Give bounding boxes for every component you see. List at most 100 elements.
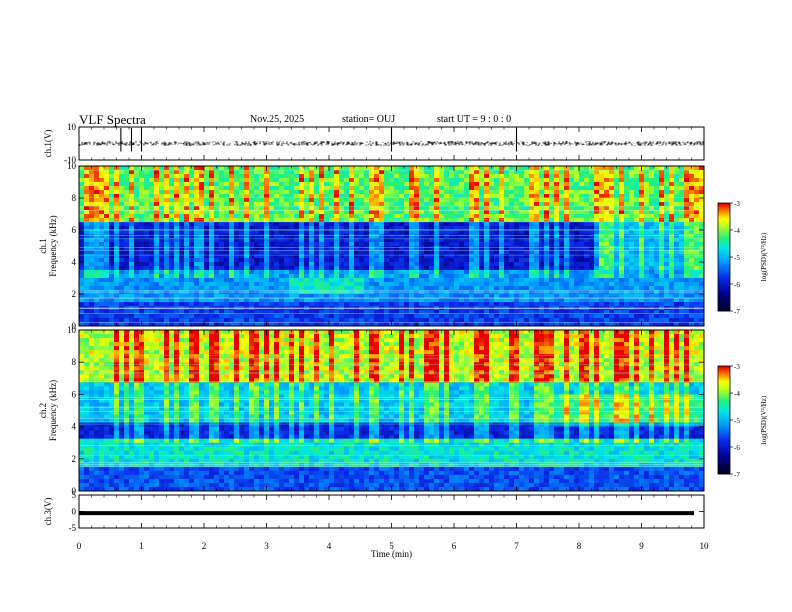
spectrogram-cell: [399, 198, 405, 203]
spectrogram-cell: [419, 234, 425, 239]
spectrogram-cell: [524, 206, 530, 211]
spectrogram-cell: [684, 298, 690, 303]
spectrogram-cell: [634, 262, 640, 267]
spectrogram-cell: [79, 270, 85, 275]
spectrogram-cell: [464, 314, 470, 319]
spectrogram-cell: [79, 238, 85, 243]
spectrogram-cell: [289, 214, 295, 219]
spectrogram-cell: [114, 230, 120, 235]
spectrogram-cell: [569, 218, 575, 223]
spectrogram-cell: [589, 254, 595, 259]
spectrogram-cell: [639, 222, 645, 227]
spectrogram-cell: [574, 210, 580, 215]
spectrogram-cell: [359, 302, 365, 307]
spectrogram-cell: [209, 170, 215, 175]
spectrogram-cell: [104, 226, 110, 231]
spectrogram-cell: [269, 314, 275, 319]
spectrogram-cell: [619, 214, 625, 219]
spectrogram-cell: [344, 270, 350, 275]
spectrogram-cell: [229, 274, 235, 279]
spectrogram-cell: [374, 202, 380, 207]
spectrogram-cell: [614, 210, 620, 215]
spectrogram-cell: [629, 222, 635, 227]
spectrogram-cell: [244, 242, 250, 247]
spectrogram-cell: [264, 286, 270, 291]
spectrogram-cell: [79, 178, 85, 183]
spectrogram-cell: [299, 230, 305, 235]
spectrogram-cell: [584, 266, 590, 271]
spectrogram-cell: [564, 202, 570, 207]
spectrogram-cell: [254, 246, 260, 251]
spectrogram-cell: [459, 210, 465, 215]
spectrogram-cell: [199, 174, 205, 179]
spectrogram-cell: [514, 218, 520, 223]
spectrogram-cell: [309, 230, 315, 235]
spectrogram-cell: [229, 194, 235, 199]
spectrogram-cell: [194, 226, 200, 231]
spectrogram-cell: [239, 282, 245, 287]
spectrogram-cell: [279, 174, 285, 179]
spectrogram-cell: [234, 262, 240, 267]
spectrogram-cell: [604, 298, 610, 303]
spectrogram-cell: [424, 226, 430, 231]
spectrogram-cell: [369, 254, 375, 259]
spectrogram-cell: [259, 254, 265, 259]
spectrogram-cell: [544, 282, 550, 287]
spectrogram-cell: [449, 310, 455, 315]
spectrogram-cell: [224, 194, 230, 199]
spectrogram-cell: [654, 218, 660, 223]
spectrogram-cell: [404, 286, 410, 291]
spectrogram-cell: [104, 306, 110, 311]
spectrogram-cell: [289, 302, 295, 307]
spectrogram-cell: [534, 186, 540, 191]
spectrogram-cell: [644, 266, 650, 271]
spectrogram-cell: [194, 186, 200, 191]
spectrogram-cell: [419, 318, 425, 323]
spectrogram-cell: [629, 262, 635, 267]
spectrogram-cell: [154, 190, 160, 195]
spectrogram-cell: [139, 186, 145, 191]
spectrogram-cell: [574, 318, 580, 323]
spectrogram-cell: [389, 250, 395, 255]
spectrogram-cell: [119, 278, 125, 283]
spectrogram-cell: [319, 250, 325, 255]
spectrogram-cell: [584, 174, 590, 179]
spectrogram-cell: [304, 202, 310, 207]
spectrogram-cell: [244, 206, 250, 211]
spectrogram-cell: [114, 318, 120, 323]
spectrogram-cell: [589, 170, 595, 175]
spectrogram-cell: [194, 166, 200, 171]
spectrogram-cell: [404, 298, 410, 303]
spectrogram-cell: [544, 298, 550, 303]
spectrogram-cell: [624, 166, 630, 171]
spectrogram-cell: [274, 234, 280, 239]
spectrogram-cell: [309, 322, 315, 327]
spectrogram-cell: [154, 278, 160, 283]
spectrogram-cell: [609, 322, 615, 327]
spectrogram-cell: [454, 310, 460, 315]
spectrogram-cell: [344, 178, 350, 183]
spectrogram-cell: [444, 298, 450, 303]
spectrogram-cell: [79, 174, 85, 179]
spectrogram-cell: [459, 238, 465, 243]
spectrogram-cell: [404, 310, 410, 315]
spectrogram-cell: [679, 222, 685, 227]
spectrogram-cell: [374, 194, 380, 199]
spectrogram-cell: [114, 306, 120, 311]
spectrogram-cell: [159, 218, 165, 223]
spectrogram-cell: [204, 310, 210, 315]
spectrogram-cell: [114, 210, 120, 215]
spectrogram-cell: [359, 254, 365, 259]
spectrogram-cell: [204, 194, 210, 199]
spectrogram-cell: [564, 298, 570, 303]
spectrogram-cell: [199, 258, 205, 263]
spectrogram-cell: [469, 242, 475, 247]
spectrogram-cell: [679, 198, 685, 203]
spectrogram-cell: [464, 182, 470, 187]
spectrogram-cell: [544, 218, 550, 223]
spectrogram-cell: [559, 234, 565, 239]
spectrogram-cell: [119, 226, 125, 231]
spectrogram-cell: [419, 266, 425, 271]
spectrogram-cell: [564, 306, 570, 311]
spectrogram-cell: [224, 178, 230, 183]
